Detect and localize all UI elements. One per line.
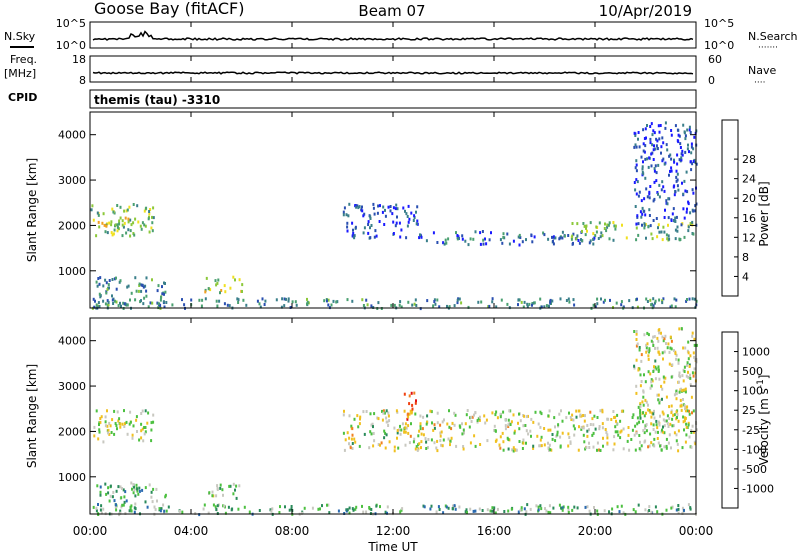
beam-title: Beam 07	[358, 2, 425, 20]
power-ylabel: Slant Range [km]	[25, 158, 39, 262]
colorbar-frame	[721, 331, 739, 509]
velocity-colorbar: 1000 500 100 25 -25 -100 -500 -1000	[721, 331, 774, 509]
cpid-label: CPID	[8, 91, 37, 104]
colorbar-tick-label: 20	[742, 192, 756, 205]
echo-region	[342, 202, 421, 240]
x-tick-label: 08:00	[275, 524, 310, 538]
power-y-axis: 1000 2000 3000 4000	[58, 129, 696, 278]
echo-region	[208, 482, 241, 500]
echo-region	[633, 327, 698, 434]
echo-region	[419, 230, 596, 247]
colorbar-tick-label: 16	[742, 212, 756, 225]
echo-region	[403, 391, 417, 421]
nsearch-tick-bottom: 10^0	[704, 39, 734, 52]
colorbar-tick-label: 1000	[742, 346, 770, 359]
echo-region	[97, 216, 130, 229]
nsky-trace	[92, 30, 694, 41]
echo-region	[91, 297, 698, 311]
echo-region	[90, 203, 155, 238]
y-tick-label: 1000	[58, 265, 86, 278]
freq-label-line2: [MHz]	[4, 67, 36, 80]
nsearch-dots: ·······	[758, 43, 778, 53]
nsearch-label: N.Search	[748, 30, 798, 43]
x-tick-label: 20:00	[578, 524, 613, 538]
velocity-heatmap	[92, 327, 698, 517]
nave-tick-bottom: 0	[708, 74, 715, 87]
velocity-y-axis: 1000 2000 3000 4000	[58, 335, 696, 484]
colorbar-tick-label: 24	[742, 173, 756, 186]
colorbar-tick-label: -1000	[742, 482, 774, 495]
echo-region	[342, 408, 698, 453]
x-tick-label: 04:00	[174, 524, 209, 538]
power-heatmap	[90, 121, 698, 311]
y-tick-label: 4000	[58, 335, 86, 348]
colorbar-tick-label: 12	[742, 231, 756, 244]
echo-region	[92, 503, 697, 517]
colorbar-tick-label: 28	[742, 153, 756, 166]
y-tick-label: 2000	[58, 425, 86, 438]
station-title: Goose Bay (fitACF)	[94, 0, 244, 18]
date-title: 10/Apr/2019	[599, 2, 692, 20]
nave-dots: ····	[754, 78, 765, 88]
y-tick-label: 3000	[58, 174, 86, 187]
superscript: -1	[756, 379, 766, 388]
x-tick-label: 12:00	[376, 524, 411, 538]
x-tick-label: 16:00	[477, 524, 512, 538]
colorbar-tick-label: 8	[742, 251, 749, 264]
y-tick-label: 2000	[58, 219, 86, 232]
echo-region	[204, 275, 244, 295]
y-tick-label: 1000	[58, 471, 86, 484]
cpid-text: themis (tau) -3310	[94, 93, 220, 107]
power-panel-frame	[89, 111, 697, 309]
colorbar-frame	[721, 119, 739, 297]
freq-trace	[92, 71, 694, 75]
nsky-label: N.Sky	[4, 30, 36, 43]
velocity-ylabel: Slant Range [km]	[25, 364, 39, 468]
time-axis-label: Time UT	[367, 540, 418, 554]
colorbar-tick-label: 500	[742, 365, 763, 378]
nave-label: Nave	[748, 64, 776, 77]
colorbar-tick-label: 25	[742, 404, 756, 417]
y-tick-label: 3000	[58, 380, 86, 393]
colorbar-tick-label: -500	[742, 463, 767, 476]
y-tick-label: 4000	[58, 129, 86, 142]
nsky-tick-top: 10^5	[56, 17, 86, 30]
velocity-panel-frame	[89, 317, 697, 515]
freq-label-line1: Freq.	[10, 53, 37, 66]
colorbar-tick-label: -100	[742, 443, 767, 456]
colorbar-tick-label: 100	[742, 385, 763, 398]
velocity-colorbar-label: Velocity [m s-1]	[756, 375, 771, 466]
label-suffix: ]	[757, 375, 771, 380]
power-colorbar-label: Power [dB]	[757, 181, 771, 246]
colorbar-tick-label: -25	[742, 424, 760, 437]
velocity-colorbar-label-text: Velocity [m s	[757, 388, 771, 465]
time-axis: 00:00 04:00 08:00 12:00 16:00 20:00 00:00	[73, 22, 714, 538]
colorbar-tick-label: 4	[742, 270, 749, 283]
freq-tick-top: 18	[72, 53, 86, 66]
x-tick-label: 00:00	[73, 524, 108, 538]
nsky-tick-bottom: 10^0	[56, 39, 86, 52]
power-colorbar: 4 8 12 16 20 24 28	[721, 119, 756, 297]
x-tick-label: 00:00	[679, 524, 714, 538]
freq-tick-bottom: 8	[79, 74, 86, 87]
echo-region	[633, 121, 698, 228]
nave-tick-top: 60	[708, 53, 722, 66]
echo-region	[570, 221, 695, 242]
echo-region	[93, 409, 155, 444]
cpid-strip-frame	[89, 89, 697, 109]
echo-region	[96, 481, 168, 516]
nsearch-tick-top: 10^5	[704, 17, 734, 30]
